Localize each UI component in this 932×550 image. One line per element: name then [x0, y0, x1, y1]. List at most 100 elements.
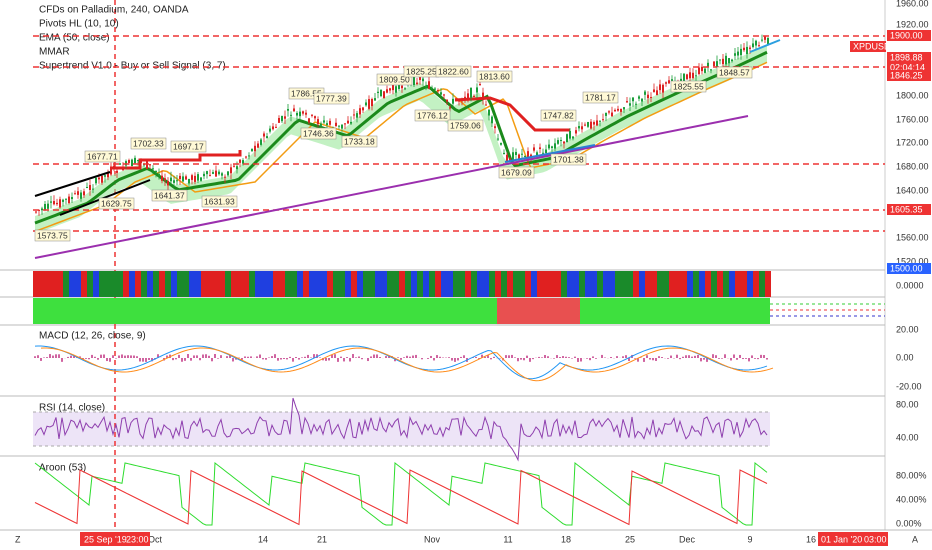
candle-body: [428, 81, 430, 89]
pivot-tag: [582, 91, 619, 104]
candle-body: [617, 108, 619, 111]
candle-body: [371, 99, 373, 107]
candle-body: [743, 47, 745, 51]
candle-body: [89, 185, 91, 190]
candle-body: [461, 99, 463, 102]
candle-body: [359, 108, 361, 115]
signal-stripe: [135, 271, 141, 297]
aroon-tick-label: 80.00%: [896, 470, 927, 480]
candle-body: [590, 121, 592, 129]
aroon-label[interactable]: Aroon (53): [39, 463, 86, 474]
candle-body: [341, 124, 343, 129]
pivot-label: 1573.75: [37, 230, 68, 240]
price-tag-label: 1500.00: [890, 263, 923, 273]
signal-stripe: [489, 271, 495, 297]
pivot-tag: [151, 189, 188, 202]
candle-body: [698, 67, 700, 75]
candle-body: [404, 88, 406, 90]
aroon-tick-label: 0.00%: [896, 518, 922, 528]
candle-body: [731, 59, 733, 62]
signal-stripe: [81, 271, 87, 297]
candle-body: [626, 101, 628, 103]
signal-stripe: [561, 271, 567, 297]
signal-stripe: [159, 271, 165, 297]
signal-stripe: [675, 271, 681, 297]
pivot-tag: [341, 135, 378, 148]
candle-body: [548, 144, 550, 149]
signal-stripe: [231, 271, 237, 297]
legend-item[interactable]: EMA (50, close): [39, 33, 110, 44]
candle-body: [545, 149, 547, 153]
signal-stripe: [639, 271, 645, 297]
candle-body: [551, 146, 553, 149]
candle-body: [164, 178, 166, 181]
supertrend-sell: [110, 150, 242, 170]
trend-fill: [497, 298, 580, 324]
signal-stripe: [393, 271, 399, 297]
signal-stripe: [531, 271, 537, 297]
signal-stripe: [309, 271, 315, 297]
price-tag-label: XPDUSD: [853, 41, 891, 51]
trend-line: [504, 144, 596, 163]
macd-label[interactable]: MACD (12, 26, close, 9): [39, 331, 146, 342]
signal-stripe: [45, 271, 51, 297]
rsi-label[interactable]: RSI (14, close): [39, 403, 105, 414]
candle-body: [203, 173, 205, 177]
signal-stripe: [273, 271, 279, 297]
signal-stripe: [549, 271, 555, 297]
signal-stripe: [357, 271, 363, 297]
candle-body: [200, 177, 202, 181]
timezone-button[interactable]: Z: [15, 534, 21, 544]
price-tick-label: 1520.00: [896, 256, 929, 266]
legend-item[interactable]: MMAR: [39, 47, 70, 58]
candle-body: [473, 95, 475, 97]
candle-body: [170, 177, 172, 182]
candle-body: [131, 159, 133, 167]
signal-stripe: [765, 271, 771, 297]
signal-stripe: [693, 271, 699, 297]
macd-line: [34, 345, 768, 380]
candle-body: [269, 128, 271, 132]
candle-body: [83, 191, 85, 196]
pivot-label: 1677.71: [87, 151, 118, 161]
signal-stripe: [705, 271, 711, 297]
price-tick-label: 1640.00: [896, 185, 929, 195]
cursor-time: 03:00: [864, 534, 887, 544]
candle-body: [458, 100, 460, 102]
pivot-tag: [84, 150, 121, 163]
legend-item[interactable]: Supertrend V1.0 - Buy or Sell Signal (3,…: [39, 61, 226, 72]
pivot-label: 1702.33: [133, 138, 164, 148]
time-tick-label: Oct: [148, 534, 163, 544]
candle-body: [236, 166, 238, 170]
signal-stripe: [195, 271, 201, 297]
pivot-label: 1822.60: [438, 66, 469, 76]
time-tick-label: 14: [258, 534, 268, 544]
candle-body: [368, 99, 370, 109]
signal-stripe: [555, 271, 561, 297]
pivot-label: 1747.82: [543, 110, 574, 120]
signal-stripe: [729, 271, 735, 297]
pivot-label: 1746.36: [303, 128, 334, 138]
signal-stripe: [735, 271, 741, 297]
candle-body: [182, 176, 184, 182]
signal-stripe: [261, 271, 267, 297]
arrow: [34, 171, 111, 197]
auto-scale-button[interactable]: A: [912, 534, 918, 544]
supertrend-line: [34, 50, 768, 225]
candle-body: [35, 211, 37, 213]
candle-body: [224, 176, 226, 178]
time-tick-label: Dec: [679, 534, 696, 544]
signal-stripe: [279, 271, 285, 297]
signal-stripe: [117, 271, 123, 297]
candle-body: [152, 168, 154, 170]
legend-item[interactable]: Pivots HL (10, 10): [39, 19, 119, 30]
pivot-label: 1786.55: [291, 88, 322, 98]
signal-stripe: [627, 271, 633, 297]
signal-stripe: [375, 271, 381, 297]
candle-body: [113, 165, 115, 167]
candle-body: [521, 153, 523, 155]
arrow: [749, 39, 781, 53]
pivot-tag: [300, 127, 337, 140]
price-tag: [887, 263, 931, 274]
candle-body: [62, 199, 64, 202]
